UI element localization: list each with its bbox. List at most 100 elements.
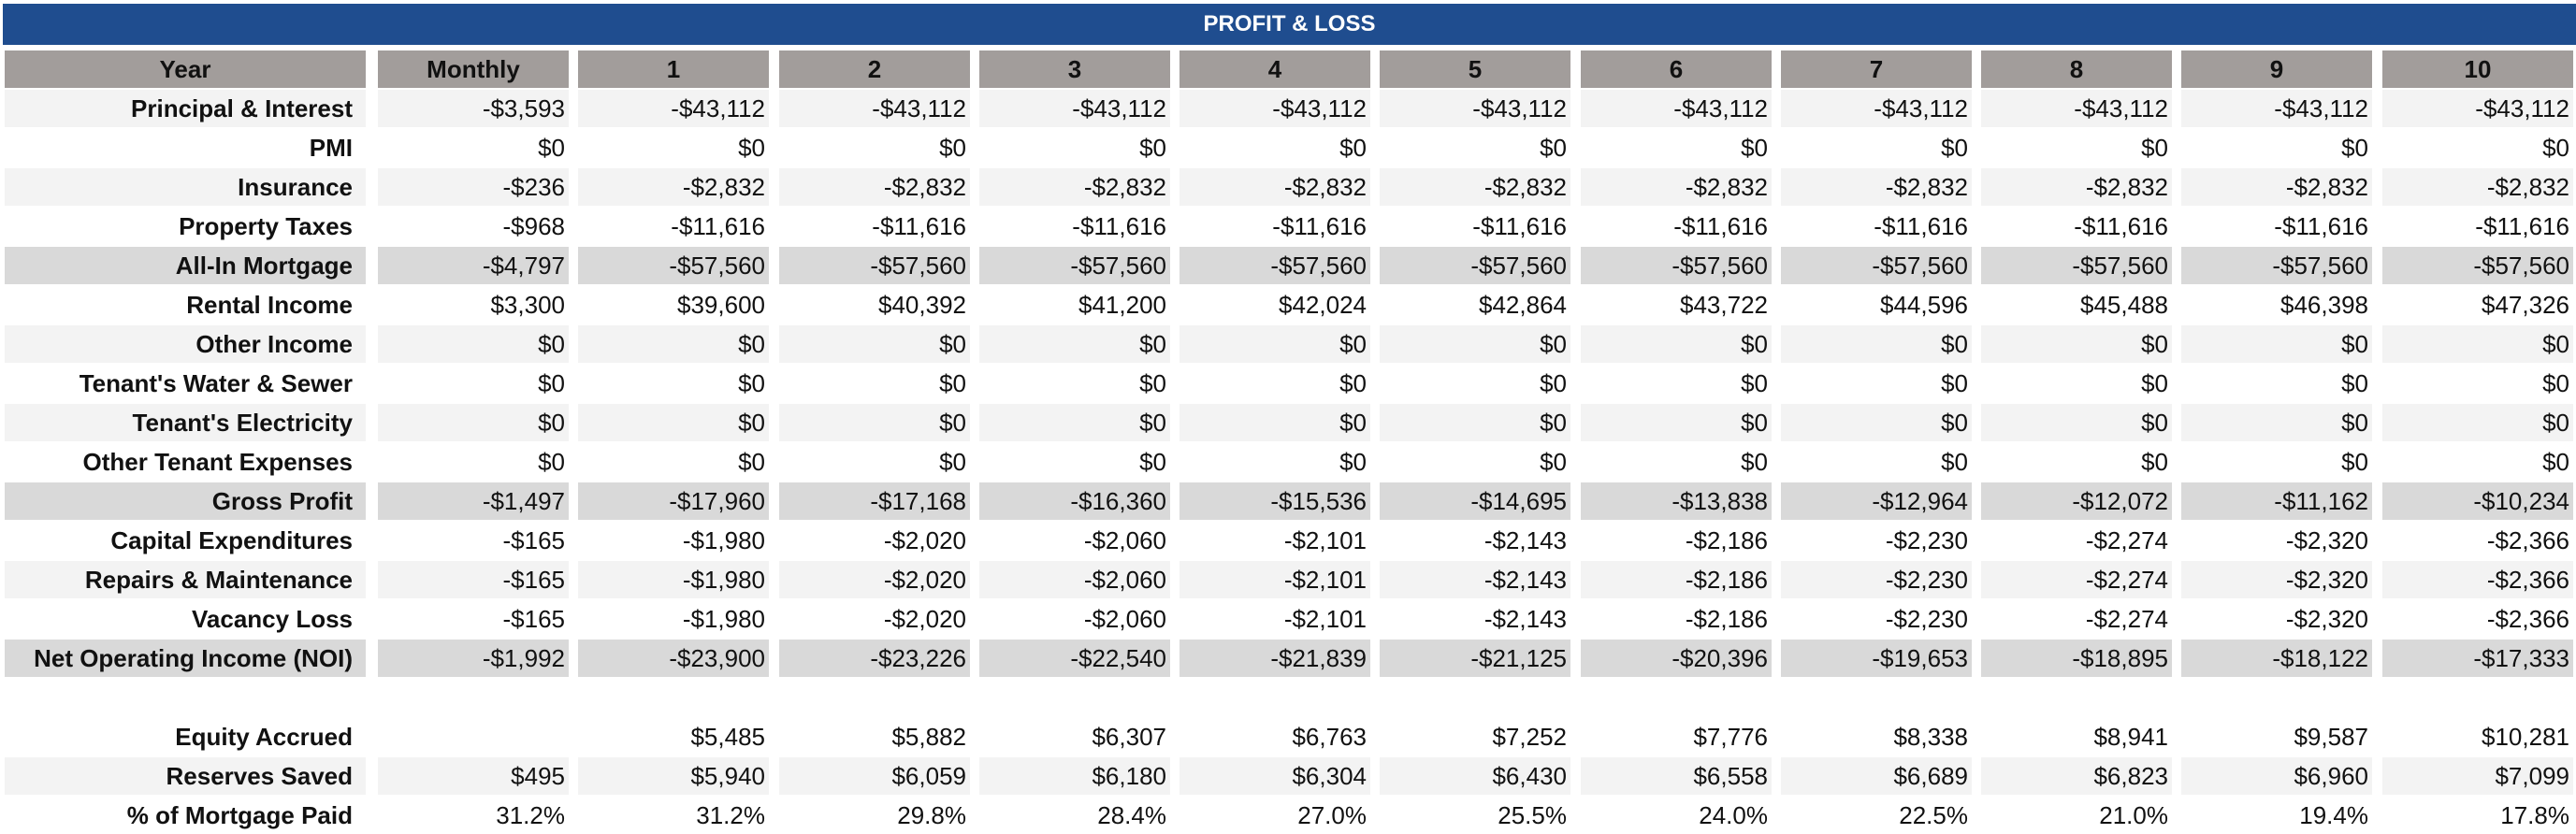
table-cell[interactable]: -$11,616 (979, 208, 1170, 245)
table-cell[interactable]: $47,326 (2382, 286, 2573, 324)
table-cell[interactable]: $0 (2181, 365, 2372, 402)
table-cell[interactable]: -$2,186 (1581, 522, 1772, 559)
summary-cell[interactable]: $7,099 (2382, 757, 2573, 795)
table-cell[interactable]: -$57,560 (1581, 247, 1772, 284)
table-cell[interactable]: -$2,320 (2181, 561, 2372, 598)
summary-cell[interactable]: 28.4% (979, 797, 1170, 834)
table-cell[interactable]: -$11,616 (2181, 208, 2372, 245)
summary-cell[interactable]: $6,960 (2181, 757, 2372, 795)
table-cell[interactable]: -$43,112 (578, 90, 769, 127)
table-cell[interactable]: $0 (578, 365, 769, 402)
table-cell[interactable]: -$2,366 (2382, 600, 2573, 638)
table-cell[interactable]: -$12,964 (1781, 482, 1972, 520)
table-cell[interactable]: -$2,832 (1179, 168, 1370, 206)
table-cell[interactable]: $0 (1380, 129, 1570, 166)
table-cell[interactable]: $0 (1179, 404, 1370, 441)
summary-cell[interactable]: 31.2% (578, 797, 769, 834)
summary-cell[interactable]: $495 (378, 757, 569, 795)
summary-cell[interactable]: 17.8% (2382, 797, 2573, 834)
table-cell[interactable]: -$2,020 (779, 561, 970, 598)
table-cell[interactable]: $3,300 (378, 286, 569, 324)
table-cell[interactable]: -$2,143 (1380, 561, 1570, 598)
table-cell[interactable]: -$11,616 (578, 208, 769, 245)
table-cell[interactable]: $0 (1581, 325, 1772, 363)
table-cell[interactable]: -$2,832 (1781, 168, 1972, 206)
summary-cell[interactable]: $5,940 (578, 757, 769, 795)
summary-cell[interactable]: $7,776 (1581, 718, 1772, 755)
table-cell[interactable]: $46,398 (2181, 286, 2372, 324)
table-cell[interactable]: $0 (578, 129, 769, 166)
table-cell[interactable]: $0 (1581, 129, 1772, 166)
table-cell[interactable]: -$14,695 (1380, 482, 1570, 520)
summary-cell[interactable]: $6,823 (1981, 757, 2172, 795)
table-cell[interactable]: $42,024 (1179, 286, 1370, 324)
table-cell[interactable]: -$1,992 (378, 640, 569, 677)
table-cell[interactable]: -$23,900 (578, 640, 769, 677)
table-cell[interactable]: -$11,162 (2181, 482, 2372, 520)
table-cell[interactable]: -$17,333 (2382, 640, 2573, 677)
table-cell[interactable]: $0 (1981, 404, 2172, 441)
table-cell[interactable]: $0 (2181, 325, 2372, 363)
table-cell[interactable]: -$11,616 (1581, 208, 1772, 245)
table-cell[interactable]: $0 (2382, 365, 2573, 402)
summary-cell[interactable]: 24.0% (1581, 797, 1772, 834)
table-cell[interactable]: -$12,072 (1981, 482, 2172, 520)
table-cell[interactable]: -$10,234 (2382, 482, 2573, 520)
summary-cell[interactable]: $8,941 (1981, 718, 2172, 755)
table-cell[interactable]: -$43,112 (1981, 90, 2172, 127)
table-cell[interactable]: $0 (1380, 404, 1570, 441)
table-cell[interactable]: -$57,560 (2181, 247, 2372, 284)
table-cell[interactable]: $0 (378, 404, 569, 441)
table-cell[interactable]: -$2,060 (979, 522, 1170, 559)
table-cell[interactable]: -$2,832 (779, 168, 970, 206)
table-cell[interactable]: $0 (1781, 404, 1972, 441)
table-cell[interactable]: $0 (779, 365, 970, 402)
summary-cell[interactable]: $5,485 (578, 718, 769, 755)
table-cell[interactable]: -$20,396 (1581, 640, 1772, 677)
table-cell[interactable]: -$2,274 (1981, 600, 2172, 638)
table-cell[interactable]: -$43,112 (1781, 90, 1972, 127)
table-cell[interactable]: $0 (2382, 443, 2573, 481)
table-cell[interactable]: $0 (779, 129, 970, 166)
table-cell[interactable]: -$2,832 (979, 168, 1170, 206)
table-cell[interactable]: $0 (2181, 404, 2372, 441)
table-cell[interactable]: -$2,186 (1581, 600, 1772, 638)
table-cell[interactable]: -$57,560 (979, 247, 1170, 284)
table-cell[interactable]: $0 (979, 404, 1170, 441)
summary-cell[interactable]: $6,689 (1781, 757, 1972, 795)
table-cell[interactable]: $0 (1380, 325, 1570, 363)
table-cell[interactable]: -$2,101 (1179, 522, 1370, 559)
summary-cell[interactable]: 21.0% (1981, 797, 2172, 834)
table-cell[interactable]: -$43,112 (1380, 90, 1570, 127)
table-cell[interactable]: $0 (1781, 129, 1972, 166)
table-cell[interactable]: -$43,112 (1581, 90, 1772, 127)
table-cell[interactable]: $0 (578, 404, 769, 441)
table-cell[interactable]: $0 (779, 325, 970, 363)
summary-cell[interactable]: $6,059 (779, 757, 970, 795)
table-cell[interactable]: -$43,112 (2382, 90, 2573, 127)
table-cell[interactable]: -$21,125 (1380, 640, 1570, 677)
table-cell[interactable]: $0 (378, 129, 569, 166)
table-cell[interactable]: $0 (979, 325, 1170, 363)
summary-cell[interactable]: $6,558 (1581, 757, 1772, 795)
table-cell[interactable]: -$2,320 (2181, 600, 2372, 638)
table-cell[interactable]: $0 (1179, 443, 1370, 481)
table-cell[interactable]: -$2,320 (2181, 522, 2372, 559)
table-cell[interactable]: -$2,060 (979, 600, 1170, 638)
table-cell[interactable]: -$57,560 (1380, 247, 1570, 284)
summary-cell[interactable]: $6,304 (1179, 757, 1370, 795)
table-cell[interactable]: -$165 (378, 522, 569, 559)
summary-cell[interactable]: $10,281 (2382, 718, 2573, 755)
table-cell[interactable]: -$57,560 (1781, 247, 1972, 284)
table-cell[interactable]: -$2,101 (1179, 561, 1370, 598)
table-cell[interactable]: $0 (1981, 443, 2172, 481)
table-cell[interactable]: -$2,101 (1179, 600, 1370, 638)
table-cell[interactable]: -$165 (378, 600, 569, 638)
table-cell[interactable]: -$236 (378, 168, 569, 206)
table-cell[interactable]: -$17,960 (578, 482, 769, 520)
table-cell[interactable]: $0 (1581, 404, 1772, 441)
table-cell[interactable]: $0 (2181, 443, 2372, 481)
table-cell[interactable]: -$17,168 (779, 482, 970, 520)
table-cell[interactable]: -$2,832 (1981, 168, 2172, 206)
table-cell[interactable]: -$2,020 (779, 522, 970, 559)
